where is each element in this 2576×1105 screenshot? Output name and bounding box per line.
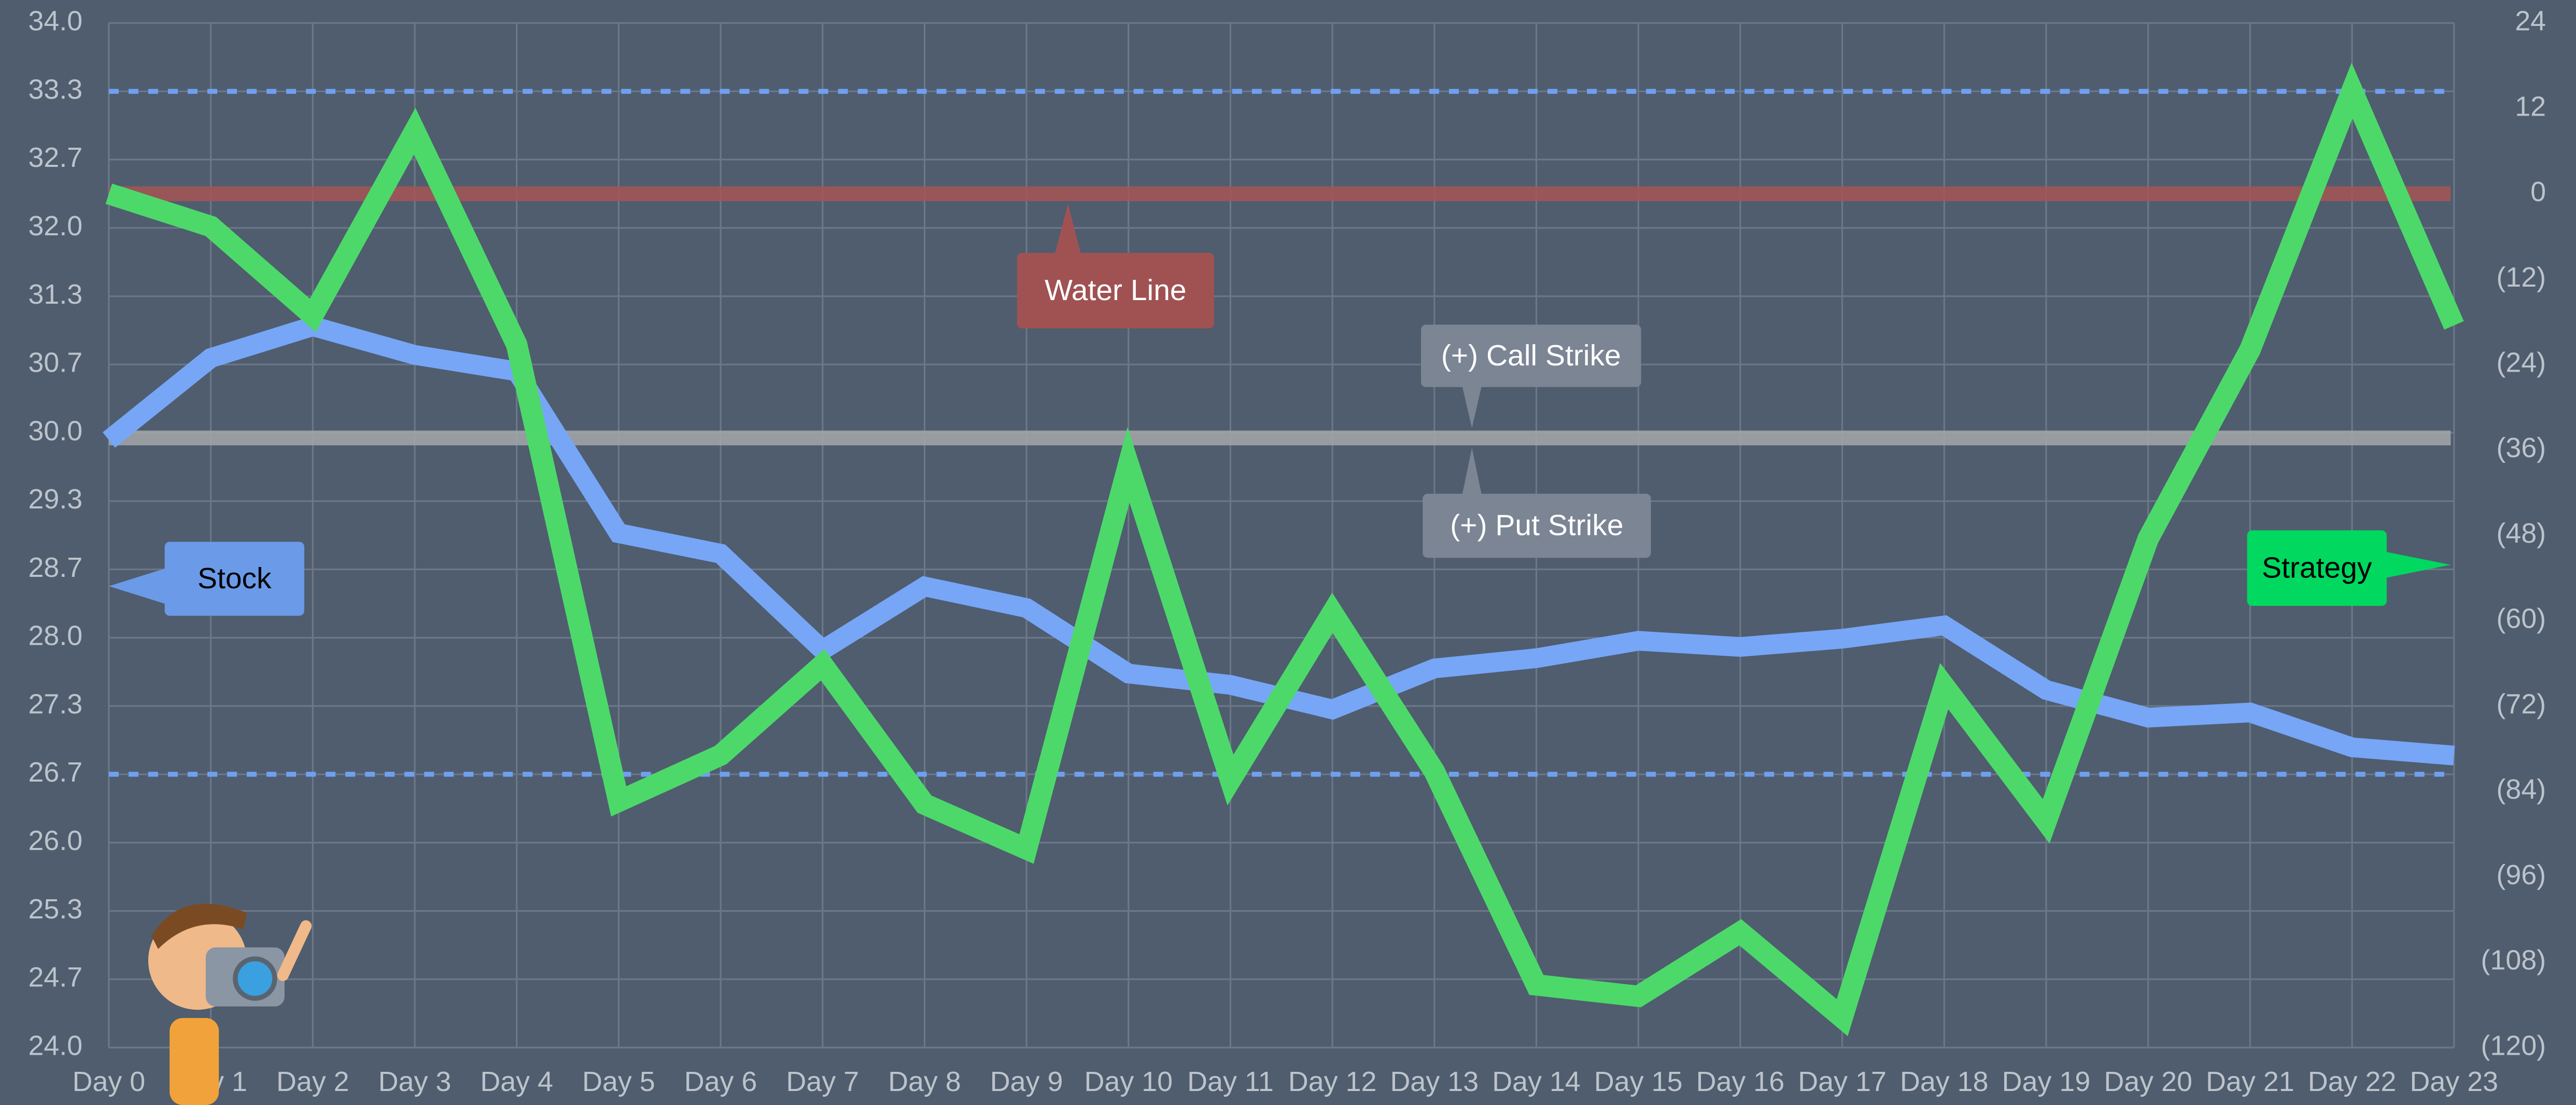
y-tick-label: 26.0 (28, 825, 82, 856)
x-tick-label: Day 0 (73, 1066, 146, 1097)
y-tick-label: 30.0 (28, 415, 82, 446)
callout-label: (+) Put Strike (1450, 509, 1623, 542)
x-tick-label: Day 11 (1187, 1066, 1274, 1097)
x-tick-label: Day 12 (1288, 1066, 1377, 1097)
x-tick-label: Day 8 (888, 1066, 961, 1097)
y-tick-label: 28.0 (28, 620, 82, 651)
y-tick-label: 30.7 (28, 347, 82, 378)
y2-tick-label: 24 (2515, 6, 2546, 37)
x-tick-label: Day 23 (2410, 1066, 2498, 1097)
y2-tick-label: (24) (2496, 347, 2546, 378)
y-tick-label: 24.7 (28, 961, 82, 993)
x-tick-label: Day 15 (1594, 1066, 1683, 1097)
y-tick-label: 32.0 (28, 210, 82, 242)
y2-tick-label: 12 (2515, 91, 2546, 122)
y2-tick-label: (12) (2496, 262, 2546, 293)
y2-tick-label: (120) (2481, 1030, 2546, 1061)
callout-label: Strategy (2262, 551, 2372, 584)
callout-label: Stock (198, 562, 272, 595)
callout-label: (+) Call Strike (1441, 339, 1621, 372)
callout-label: Water Line (1045, 274, 1187, 307)
chart: 24.0 24.7 25.3 26.0 26.7 27.3 28.0 28.7 29.3 30.0… (0, 0, 2576, 1105)
x-tick-label: Day 21 (2206, 1066, 2295, 1097)
x-tick-label: Day 5 (582, 1066, 655, 1097)
x-tick-label: Day 22 (2308, 1066, 2397, 1097)
x-tick-label: Day 14 (1492, 1066, 1581, 1097)
y-tick-label: 33.3 (28, 74, 82, 105)
page: 24.0 24.7 25.3 26.0 26.7 27.3 28.0 28.7 29.3 30.0… (0, 0, 2576, 1105)
y-tick-label: 25.3 (28, 894, 82, 925)
y2-tick-label: (72) (2496, 688, 2546, 719)
y2-tick-label: (84) (2496, 774, 2546, 805)
x-tick-label: Day 18 (1900, 1066, 1989, 1097)
x-tick-label: Day 7 (786, 1066, 859, 1097)
x-tick-label: Day 10 (1084, 1066, 1173, 1097)
y-tick-label: 28.7 (28, 552, 82, 583)
x-tick-label: Day 2 (276, 1066, 349, 1097)
x-tick-label: Day 4 (480, 1066, 553, 1097)
x-tick-label: Day 17 (1798, 1066, 1887, 1097)
y-tick-label: 31.3 (28, 279, 82, 310)
x-tick-label: Day 9 (990, 1066, 1063, 1097)
x-tick-label: Day 19 (2002, 1066, 2091, 1097)
y-tick-label: 32.7 (28, 142, 82, 173)
x-tick-label: Day 20 (2104, 1066, 2192, 1097)
y2-tick-label: (36) (2496, 432, 2546, 463)
y-tick-label: 29.3 (28, 484, 82, 515)
x-tick-label: Day 13 (1390, 1066, 1479, 1097)
y2-tick-label: 0 (2530, 176, 2546, 207)
x-tick-label: Day 6 (684, 1066, 757, 1097)
y-tick-label: 26.7 (28, 757, 82, 788)
y-tick-label: 24.0 (28, 1030, 82, 1061)
y2-tick-label: (60) (2496, 603, 2546, 634)
x-tick-label: Day 16 (1696, 1066, 1785, 1097)
y-tick-label: 34.0 (28, 6, 82, 37)
y2-tick-label: (96) (2496, 859, 2546, 890)
y-tick-label: 27.3 (28, 688, 82, 719)
y2-tick-label: (108) (2481, 945, 2546, 976)
y2-tick-label: (48) (2496, 518, 2546, 549)
x-tick-label: Day 3 (378, 1066, 452, 1097)
